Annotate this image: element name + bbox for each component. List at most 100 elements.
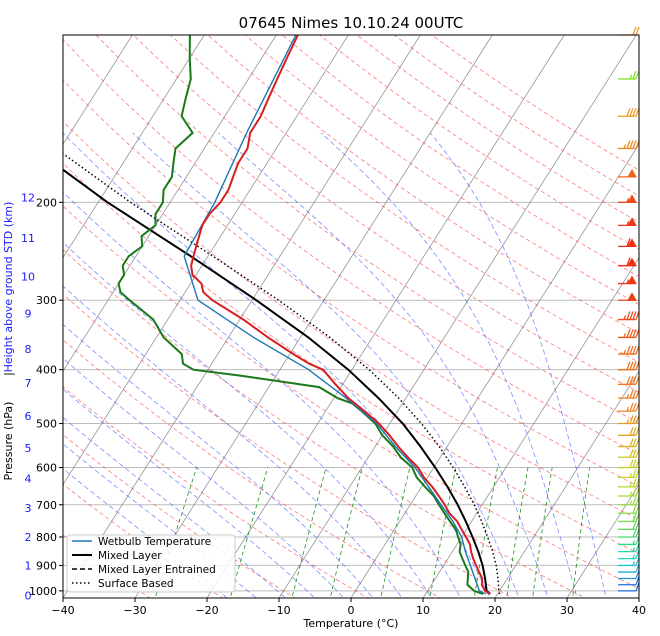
height-tick-label: 8 (25, 343, 32, 356)
moist-adiabat-line (63, 323, 374, 598)
wind-barb-full (629, 402, 634, 412)
height-tick-label: 5 (25, 442, 32, 455)
height-tick-label: 7 (25, 377, 32, 390)
x-tick-label: −10 (267, 604, 290, 617)
pressure-tick-label: 700 (36, 499, 57, 512)
axes: −40 −30 −20 −10 0 10 20 30 401000900800700600500… (21, 34, 646, 617)
pressure-tick-label: 500 (36, 418, 57, 431)
wind-barb-full (632, 459, 637, 468)
moist-adiabat-line (132, 132, 520, 598)
wind-barb-flag (627, 257, 637, 267)
isotherm-line (206, 35, 565, 598)
wind-barb-full (626, 107, 631, 117)
wind-barb-full (632, 521, 637, 530)
x-tick-label: −20 (195, 604, 218, 617)
wind-barb (618, 168, 637, 178)
pressure-tick-label: 1000 (29, 585, 57, 598)
mixing-ratio-line (329, 467, 363, 598)
x-tick-label: 10 (416, 604, 430, 617)
wind-barb-half (626, 279, 630, 284)
wind-barb-half (632, 554, 636, 559)
height-tick-label: 6 (25, 410, 32, 423)
wind-barb-half (629, 473, 633, 478)
wind-barb-full (629, 389, 634, 399)
moist-adiabat-line (218, 132, 549, 598)
wind-barb-flag (627, 194, 637, 203)
wind-barb-flag (627, 217, 637, 226)
wind-barb (618, 427, 640, 436)
x-tick-label: −30 (123, 604, 146, 617)
wind-barb-half (623, 349, 627, 355)
wind-barb (618, 389, 640, 399)
wind-barb-full (629, 361, 634, 370)
profile-series (63, 35, 501, 595)
moist-adiabat-line (63, 191, 462, 598)
wind-barb (618, 449, 640, 458)
wind-barb-full (632, 496, 637, 505)
dry-adiabat-line (63, 434, 296, 598)
legend-label-wetbulb: Wetbulb Temperature (98, 536, 211, 548)
height-tick-label: 0 (25, 590, 32, 603)
x-tick-label: 20 (488, 604, 502, 617)
wind-barb-half (632, 547, 636, 552)
height-tick-label: 10 (21, 271, 35, 284)
wind-barb (618, 311, 640, 321)
wind-barbs (618, 26, 640, 592)
dry-adiabat-line (95, 35, 639, 424)
y-axis-label-pressure: Pressure (hPa) (2, 402, 15, 481)
wind-barb (618, 26, 640, 36)
isotherm-line (638, 597, 639, 598)
surface-based-parcel-line (63, 152, 501, 595)
moist-adiabat-line (63, 416, 286, 598)
dewpoint-line (117, 35, 484, 595)
dry-adiabat-line (63, 386, 369, 598)
pressure-tick-label: 800 (36, 531, 57, 544)
wind-barb-full (629, 427, 634, 436)
wind-barb-half (629, 491, 633, 497)
wind-barb-full (632, 26, 637, 36)
wind-barb-full (629, 140, 634, 149)
dry-adiabat-line (319, 35, 639, 250)
wind-barb-half (623, 144, 627, 149)
mixing-ratio-line (473, 467, 498, 598)
legend-label-surface-based: Surface Based (98, 578, 174, 590)
wind-barb (618, 329, 640, 339)
x-axis-label: Temperature (°C) (303, 617, 399, 630)
isotherm-line (278, 35, 637, 598)
wind-barb-full (629, 459, 634, 468)
wind-barb-flag (627, 238, 637, 247)
legend-box (66, 534, 236, 593)
wind-barb-full (629, 438, 634, 447)
dry-adiabat-line (282, 35, 639, 278)
moist-adiabat-line (63, 285, 403, 598)
wind-barb-full (632, 469, 637, 478)
wind-barb-half (629, 500, 633, 505)
isotherm-line (134, 35, 493, 598)
height-tick-label: 12 (21, 191, 35, 204)
wind-barb (618, 292, 637, 301)
isotherm-line (63, 35, 421, 598)
wind-barb-full (629, 449, 634, 458)
wind-barb-full (632, 361, 637, 370)
wind-barb-full (632, 70, 637, 80)
mixing-ratio-line (380, 467, 411, 598)
wind-barb-full (635, 26, 640, 36)
wind-barb (618, 459, 640, 469)
wind-barb-full (632, 528, 637, 538)
mixed-layer-parcel-line (63, 168, 491, 595)
wind-barb-full (629, 311, 634, 320)
isotherm-line (350, 143, 639, 598)
moist-adiabat-line (429, 132, 607, 598)
mixing-ratio-line (572, 467, 590, 598)
wind-barb-full (632, 513, 637, 522)
moist-adiabat-line (63, 241, 432, 598)
wind-barb (618, 521, 640, 530)
wind-barb-full (632, 402, 637, 412)
isotherm-line (422, 256, 639, 598)
wind-barb-full (626, 376, 631, 385)
wind-barb-full (626, 238, 631, 247)
isotherm-line (63, 35, 349, 486)
wind-barb-full (632, 487, 637, 497)
isotherm-line (494, 370, 639, 598)
